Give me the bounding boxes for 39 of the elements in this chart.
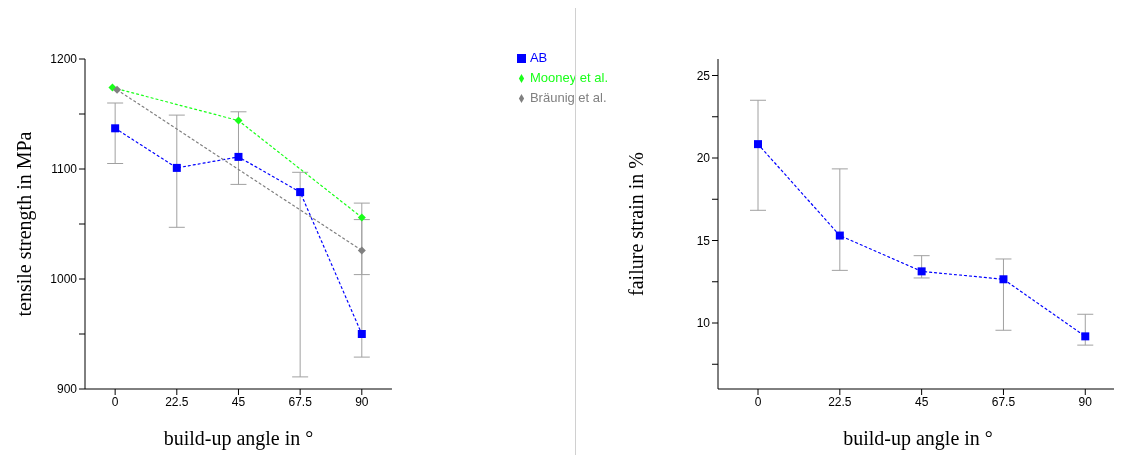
- x-tick-label: 90: [355, 394, 369, 409]
- y-axis-title: failure strain in %: [625, 152, 648, 296]
- x-tick-label: 0: [754, 394, 762, 409]
- x-tick-label: 90: [1078, 394, 1093, 409]
- point: [357, 213, 366, 222]
- point: [357, 246, 366, 255]
- x-tick-label: 67.5: [991, 394, 1016, 409]
- point: [111, 124, 120, 133]
- x-tick-label: 67.5: [288, 394, 313, 409]
- x-axis-title: build-up angle in °: [843, 427, 993, 450]
- point: [917, 267, 926, 276]
- y-tick-label: 1200: [50, 52, 78, 67]
- point: [234, 152, 243, 161]
- x-tick-label: 0: [111, 394, 119, 409]
- point: [234, 116, 243, 125]
- legend-label: AB: [529, 50, 548, 65]
- point: [113, 85, 122, 94]
- y-tick-label: 20: [696, 151, 711, 166]
- point: [835, 231, 844, 240]
- point: [172, 163, 181, 172]
- y-tick-label: 1000: [50, 272, 78, 287]
- x-tick-label: 45: [914, 394, 929, 409]
- x-tick-label: 22.5: [828, 394, 852, 409]
- point: [999, 275, 1008, 284]
- y-tick-label: 1100: [51, 162, 78, 177]
- y-tick-label: 900: [56, 382, 78, 397]
- point: [296, 188, 305, 197]
- x-tick-label: 45: [231, 394, 246, 409]
- point: [1081, 332, 1090, 341]
- y-axis-title: tensile strength in MPa: [13, 131, 37, 317]
- y-tick-label: 10: [696, 316, 711, 331]
- legend-label: Mooney et al.: [529, 70, 608, 85]
- point: [357, 330, 366, 338]
- legend-label: Bräunig et al.: [529, 90, 607, 105]
- y-tick-label: 15: [696, 233, 711, 248]
- y-tick-label: 25: [696, 68, 711, 83]
- x-axis-title: build-up angle in °: [163, 427, 314, 450]
- x-tick-label: 22.5: [165, 394, 189, 409]
- point: [754, 140, 762, 149]
